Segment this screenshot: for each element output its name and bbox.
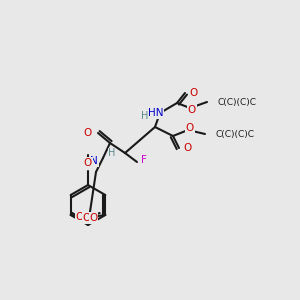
Text: O: O [84,128,92,138]
Text: O: O [75,212,83,222]
Text: O: O [189,88,197,98]
Text: O: O [82,213,90,223]
Text: O: O [188,105,196,115]
Text: HN: HN [148,108,164,118]
Text: O: O [183,143,191,153]
Text: O: O [90,213,98,223]
Text: O: O [186,123,194,133]
Text: H: H [108,148,116,158]
Text: C(C)(C)C: C(C)(C)C [215,130,254,139]
Text: H: H [141,111,148,121]
Text: C(C)(C)C: C(C)(C)C [217,98,256,106]
Text: N: N [90,156,98,166]
Text: O: O [84,158,92,168]
Text: F: F [141,155,147,165]
